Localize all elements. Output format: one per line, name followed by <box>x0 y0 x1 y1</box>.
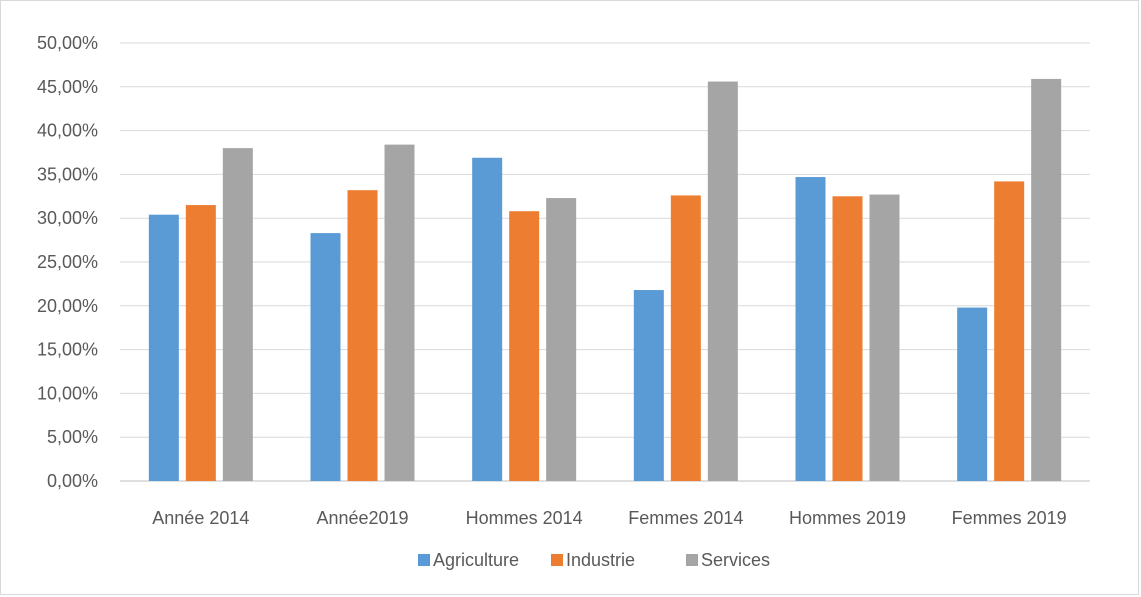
legend-swatch-agriculture <box>418 554 430 566</box>
bar-industrie <box>670 195 701 481</box>
bar-industrie <box>185 205 216 481</box>
y-tick-label: 15,00% <box>37 340 98 360</box>
bar-services <box>1031 78 1062 481</box>
bar-services <box>707 81 738 481</box>
y-tick-label: 50,00% <box>37 33 98 53</box>
y-tick-label: 40,00% <box>37 121 98 141</box>
legend-swatch-services <box>686 554 698 566</box>
y-tick-label: 30,00% <box>37 208 98 228</box>
bars <box>148 78 1062 482</box>
bar-agriculture <box>795 177 826 481</box>
legend-swatch-industrie <box>551 554 563 566</box>
y-axis: 0,00% 5,00% 10,00% 15,00% 20,00% 25,00% 30,00%… <box>37 33 98 491</box>
y-tick-label: 20,00% <box>37 296 98 316</box>
bar-agriculture <box>472 157 503 482</box>
x-tick-label: Année 2014 <box>152 508 249 528</box>
bar-industrie <box>509 211 540 481</box>
bar-services <box>222 148 253 481</box>
bar-agriculture <box>148 214 179 482</box>
y-tick-label: 0,00% <box>47 471 98 491</box>
gridlines <box>120 42 1090 482</box>
bar-services <box>546 198 577 481</box>
legend-label: Services <box>701 550 770 570</box>
legend-label: Agriculture <box>433 550 519 570</box>
x-tick-label: Hommes 2014 <box>466 508 583 528</box>
y-tick-label: 45,00% <box>37 77 98 97</box>
bar-agriculture <box>633 290 664 481</box>
y-tick-label: 35,00% <box>37 164 98 184</box>
x-axis: Année 2014 Année2019 Hommes 2014 Femmes 201… <box>152 508 1066 528</box>
legend-label: Industrie <box>566 550 635 570</box>
bar-agriculture <box>957 307 988 481</box>
x-tick-label: Femmes 2014 <box>628 508 743 528</box>
x-tick-label: Femmes 2019 <box>952 508 1067 528</box>
bar-industrie <box>994 181 1025 481</box>
bar-industrie <box>832 196 863 482</box>
bar-services <box>384 144 415 481</box>
y-tick-label: 25,00% <box>37 252 98 272</box>
bar-services <box>869 194 900 481</box>
bar-agriculture <box>310 233 341 481</box>
y-tick-label: 10,00% <box>37 383 98 403</box>
x-tick-label: Année2019 <box>316 508 408 528</box>
legend: Agriculture Industrie Services <box>418 550 770 570</box>
bar-industrie <box>347 190 378 481</box>
x-tick-label: Hommes 2019 <box>789 508 906 528</box>
y-tick-label: 5,00% <box>47 427 98 447</box>
